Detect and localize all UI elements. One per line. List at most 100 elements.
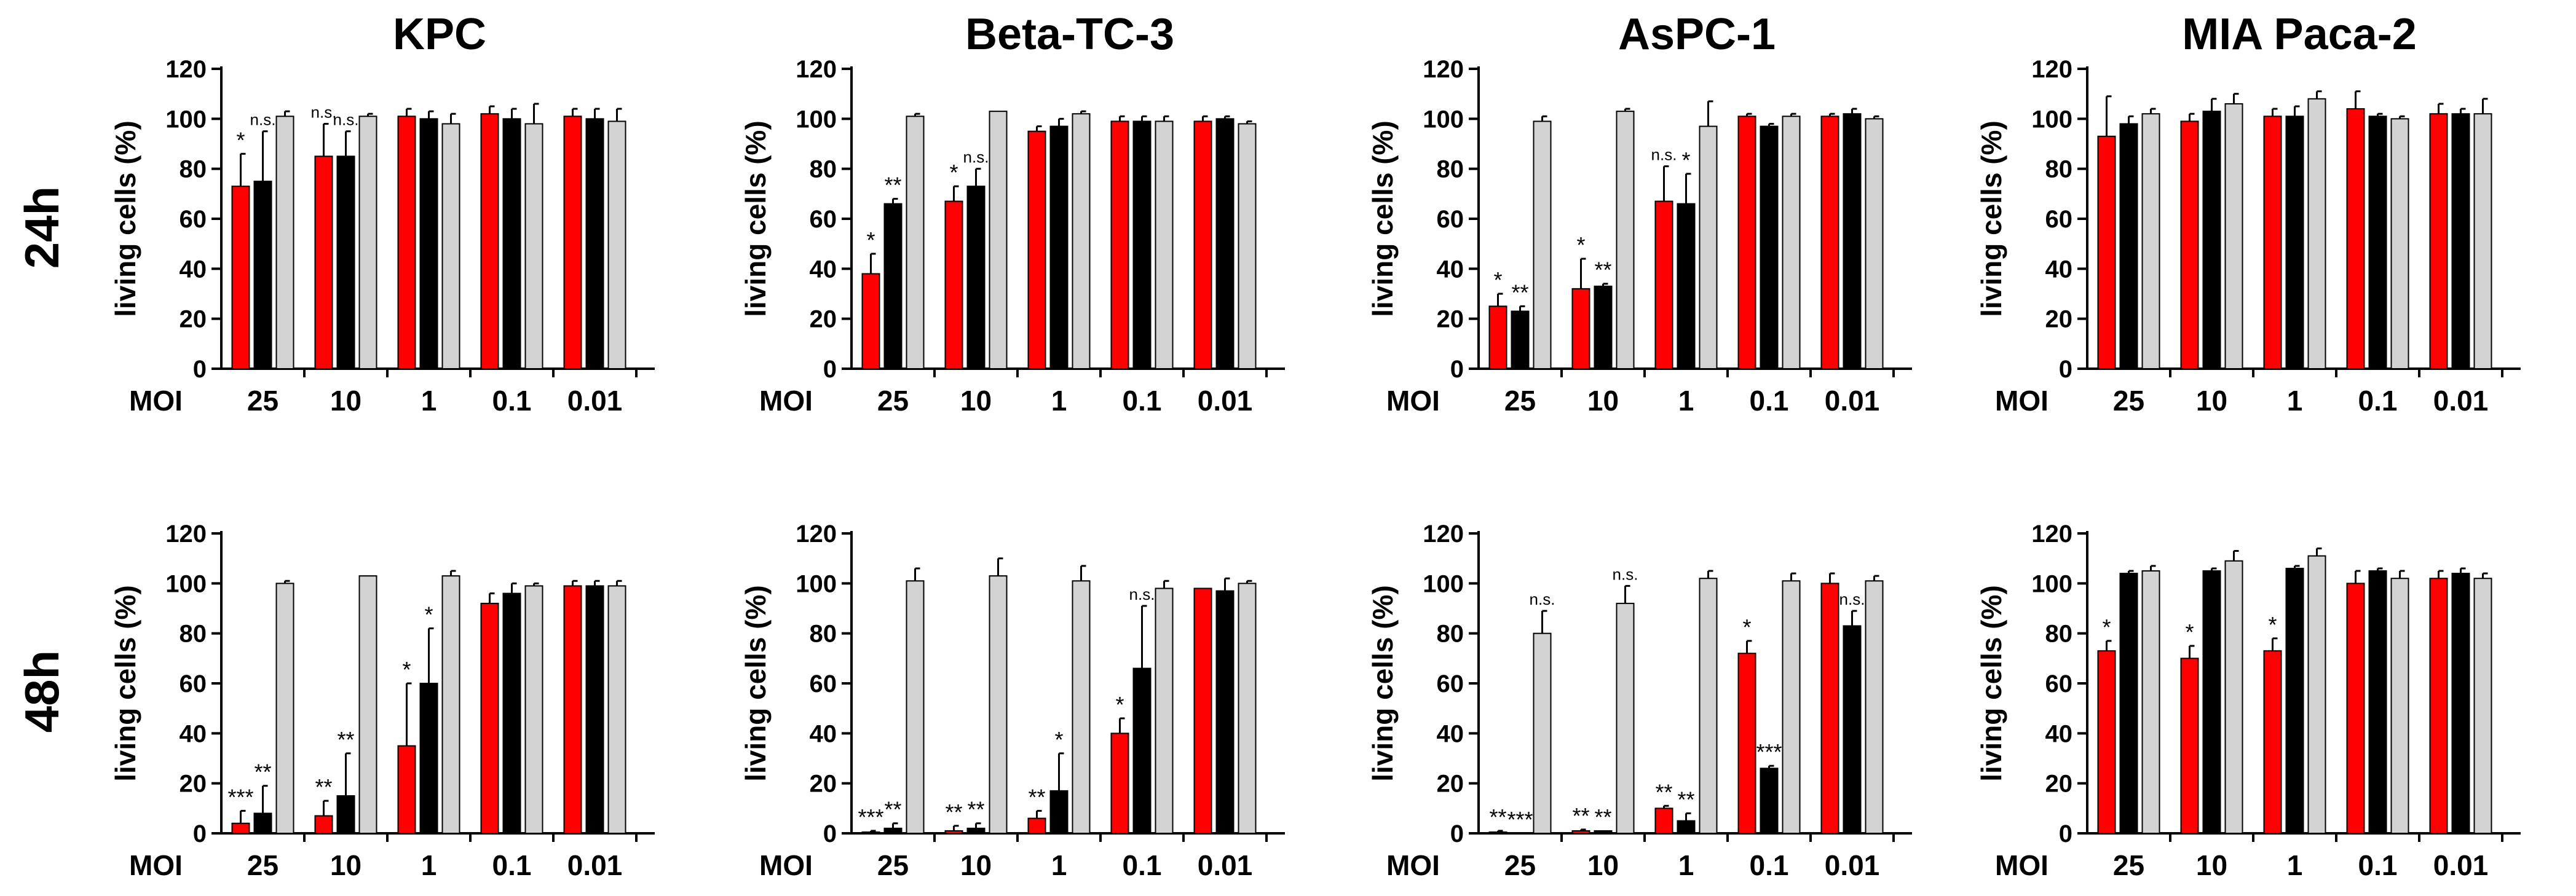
x-tick-label: 25 — [247, 849, 279, 881]
bar — [1488, 305, 1507, 370]
bar — [1238, 123, 1257, 369]
x-tick-label: 0.01 — [2433, 849, 2489, 881]
y-tick-label: 80 — [180, 156, 207, 183]
significance-label: ** — [884, 797, 901, 822]
significance-label: ** — [1594, 257, 1611, 283]
x-tick-label: 0.01 — [1825, 385, 1880, 417]
bar — [2473, 113, 2492, 369]
significance-label: ** — [1594, 804, 1611, 830]
y-axis-label: living cells (%) — [740, 120, 772, 317]
x-tick-label: 10 — [2196, 385, 2227, 417]
y-tick-label: 80 — [2045, 156, 2073, 183]
y-tick-label: 60 — [2045, 206, 2073, 233]
bar — [275, 583, 294, 834]
y-tick-label: 120 — [1423, 521, 1464, 548]
y-tick-label: 0 — [1450, 820, 1464, 847]
x-tick-label: 1 — [1051, 849, 1067, 881]
bar — [2141, 570, 2160, 834]
bar — [1155, 120, 1174, 369]
y-axis-label: living cells (%) — [1975, 585, 2007, 782]
y-tick-label: 40 — [810, 256, 837, 283]
bar — [585, 585, 604, 835]
x-tick-label: 0.1 — [492, 849, 532, 881]
bar — [1677, 203, 1696, 369]
bar — [607, 120, 626, 369]
significance-label: n.s. — [311, 103, 337, 121]
y-tick-label: 80 — [810, 621, 837, 648]
y-tick-label: 120 — [796, 521, 837, 548]
significance-label: ** — [315, 774, 332, 800]
significance-label: * — [424, 602, 433, 627]
significance-label: *** — [227, 784, 253, 809]
bar — [607, 585, 626, 835]
significance-label: n.s. — [1530, 590, 1555, 608]
bar — [2307, 98, 2326, 370]
significance-label: n.s. — [963, 148, 989, 167]
bar — [1594, 830, 1613, 835]
bar — [502, 592, 521, 834]
bar — [966, 827, 986, 835]
y-tick-label: 60 — [1437, 206, 1464, 233]
bar — [524, 585, 543, 835]
bar — [585, 118, 604, 369]
bar — [1110, 120, 1129, 369]
bar — [2224, 103, 2243, 370]
significance-label: ** — [337, 727, 354, 752]
y-tick-label: 20 — [2045, 771, 2073, 798]
bar — [2451, 573, 2470, 834]
chart-panel-4: living cells (%) 0 20 40 60 80 100 120 MOI 25 10 1 0… — [1975, 56, 2521, 417]
bar — [1488, 831, 1507, 835]
bar — [1049, 790, 1069, 835]
y-tick-label: 120 — [165, 521, 207, 548]
y-tick-label: 80 — [180, 621, 207, 648]
y-tick-label: 60 — [2045, 670, 2073, 698]
bar — [1571, 288, 1590, 369]
x-tick-label: 25 — [1504, 385, 1536, 417]
bar — [1571, 830, 1590, 835]
y-tick-label: 0 — [193, 356, 207, 383]
bar — [1654, 808, 1673, 835]
bar — [441, 123, 460, 369]
bar — [2224, 560, 2243, 834]
significance-label: * — [1115, 692, 1124, 717]
bar — [2429, 113, 2448, 369]
bar — [1616, 602, 1635, 834]
x-tick-label: 0.1 — [492, 385, 532, 417]
significance-label: ** — [945, 800, 962, 825]
y-axis-label: living cells (%) — [1367, 120, 1399, 317]
x-tick-label: 0.01 — [1198, 849, 1253, 881]
panel-title-kpc: KPC — [393, 10, 486, 59]
y-tick-label: 40 — [810, 720, 837, 747]
y-tick-label: 40 — [2045, 256, 2073, 283]
bar — [1737, 116, 1756, 369]
bar — [336, 795, 355, 834]
x-tick-label: 10 — [960, 385, 992, 417]
x-tick-label: 1 — [1678, 385, 1694, 417]
bar — [441, 575, 460, 835]
y-tick-label: 20 — [810, 306, 837, 333]
bar — [2119, 123, 2138, 369]
x-tick-label: 10 — [330, 849, 362, 881]
bar — [563, 585, 582, 835]
bar — [1677, 820, 1696, 834]
y-tick-label: 20 — [180, 306, 207, 333]
bar — [1782, 580, 1801, 834]
bar — [1533, 120, 1552, 369]
bar — [2097, 135, 2116, 370]
bar — [1238, 583, 1257, 834]
row-label-24h: 24h — [15, 186, 69, 269]
y-tick-label: 20 — [180, 771, 207, 798]
y-tick-label: 120 — [2031, 521, 2072, 548]
bar — [2263, 650, 2282, 834]
significance-label: * — [1681, 147, 1690, 173]
bar — [1654, 200, 1673, 369]
y-tick-label: 20 — [810, 771, 837, 798]
y-tick-label: 120 — [796, 56, 837, 83]
bar — [1616, 111, 1635, 369]
significance-label: ** — [1511, 280, 1528, 305]
x-tick-label: 0.01 — [1198, 385, 1253, 417]
significance-label: ** — [967, 797, 984, 822]
x-axis-label: MOI — [129, 849, 183, 881]
